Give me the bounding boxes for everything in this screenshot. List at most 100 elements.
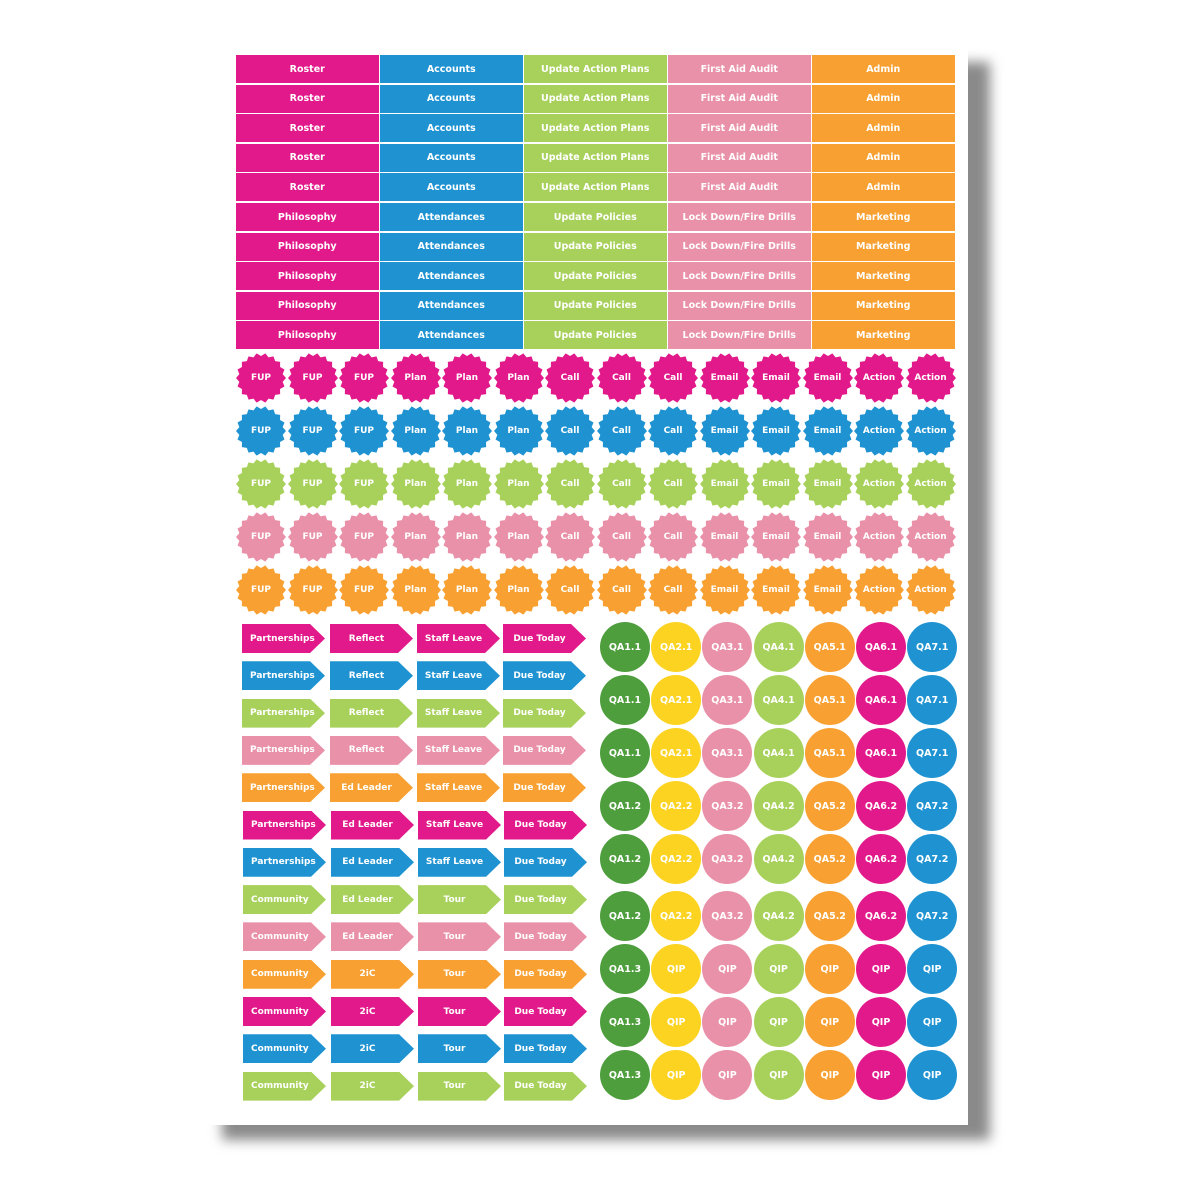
label-sticker: Attendances — [380, 203, 523, 231]
arrow-sticker: Tour — [418, 1071, 501, 1101]
circle-sticker: QA7.2 — [907, 834, 958, 884]
scalloped-badge-sticker: Call — [596, 512, 647, 562]
circle-sticker: QA4.1 — [753, 622, 804, 672]
scallop-shape — [854, 565, 904, 615]
badge-label: Plan — [404, 585, 427, 595]
label-sticker: Philosophy — [236, 321, 379, 350]
scallop-shape — [648, 459, 698, 509]
circle-sticker: QA3.1 — [702, 728, 753, 778]
badge-label: Email — [762, 426, 790, 436]
circle-sticker: QA1.2 — [600, 834, 650, 884]
badge-label: FUP — [302, 585, 323, 595]
label-sticker: Attendances — [380, 262, 523, 291]
circle-sticker: QA2.2 — [651, 834, 702, 884]
label-sticker: Attendances — [380, 232, 523, 261]
scalloped-badge-sticker: Action — [905, 353, 956, 403]
scallop-shape — [287, 565, 338, 615]
label-sticker: Lock Down/Fire Drills — [668, 203, 811, 231]
arrow-sticker: Tour — [418, 997, 501, 1026]
label-sticker: Accounts — [380, 84, 523, 113]
circle-sticker: QIP — [856, 1050, 906, 1100]
circle-sticker: QIP — [856, 944, 906, 994]
circle-sticker: QA1.3 — [600, 1050, 650, 1100]
scallop-shape — [802, 565, 853, 615]
scalloped-badge-sticker: FUP — [236, 353, 286, 403]
scallop-shape — [596, 459, 647, 509]
badge-label: FUP — [353, 585, 375, 595]
badge-label: FUP — [353, 479, 375, 489]
arrow-sticker: Due Today — [503, 773, 586, 803]
badge-label: Call — [560, 479, 580, 489]
scallop-shape — [699, 353, 750, 403]
badge-label: Call — [612, 532, 631, 542]
scalloped-badge-sticker: Action — [854, 406, 904, 456]
scallop-shape — [751, 353, 801, 403]
arrow-sticker: Partnerships — [242, 661, 325, 691]
badge-label: Email — [710, 585, 739, 595]
scallop-shape — [236, 512, 286, 562]
circle-sticker: QA2.1 — [651, 675, 702, 725]
circle-sticker: QA6.2 — [856, 891, 906, 941]
scalloped-badge-sticker: FUP — [339, 353, 389, 403]
circle-sticker: QA5.2 — [804, 834, 855, 884]
circle-sticker: QA2.2 — [651, 781, 702, 831]
arrow-sticker: Community — [243, 922, 326, 952]
scallop-shape — [751, 406, 801, 456]
scallop-shape — [339, 406, 389, 456]
label-sticker: Update Action Plans — [524, 114, 667, 143]
badge-label: Plan — [507, 426, 530, 436]
scalloped-badge-sticker: FUP — [287, 512, 338, 562]
arrow-sticker: Staff Leave — [417, 773, 500, 803]
circle-sticker: QA3.2 — [702, 834, 753, 884]
circle-sticker: QIP — [702, 944, 753, 994]
scallop-shape — [493, 459, 544, 509]
scalloped-badge-sticker: Call — [545, 353, 595, 403]
arrow-sticker: Tour — [418, 922, 501, 952]
arrow-sticker: 2iC — [331, 1034, 414, 1064]
scallop-shape — [236, 565, 286, 615]
scalloped-badge-sticker: Call — [596, 406, 647, 456]
badge-label: Email — [710, 373, 739, 383]
circle-sticker: QA5.1 — [804, 675, 855, 725]
badge-label: Plan — [507, 479, 530, 489]
scalloped-badge-sticker: Plan — [493, 406, 544, 456]
badge-label: Email — [710, 426, 739, 436]
scallop-shape — [545, 406, 595, 456]
badge-label: Action — [914, 585, 947, 595]
scalloped-badge-sticker: Email — [751, 459, 801, 509]
scalloped-badge-sticker: Email — [751, 353, 801, 403]
label-sticker: Accounts — [380, 114, 523, 143]
badge-label: FUP — [353, 426, 375, 436]
arrow-sticker: Partnerships — [243, 847, 326, 877]
scallop-shape — [545, 565, 595, 615]
scallop-shape — [905, 406, 956, 456]
scallop-shape — [236, 406, 286, 456]
scalloped-badge-sticker: Action — [905, 565, 956, 615]
arrow-sticker: Due Today — [504, 922, 587, 952]
scallop-shape — [390, 565, 441, 615]
scallop-shape — [648, 406, 698, 456]
scallop-shape — [854, 353, 904, 403]
label-sticker: Update Action Plans — [524, 143, 667, 172]
scalloped-badge-sticker: Email — [699, 565, 750, 615]
badge-label: Call — [663, 585, 683, 595]
arrow-sticker: Partnerships — [242, 773, 325, 803]
badge-label: Plan — [455, 479, 479, 489]
arrow-sticker: Tour — [418, 1034, 501, 1064]
label-sticker: Accounts — [380, 143, 523, 172]
scalloped-badge-sticker: Call — [596, 565, 647, 615]
label-sticker: Accounts — [380, 55, 523, 83]
label-sticker: Roster — [236, 143, 379, 172]
badge-label: Plan — [507, 532, 530, 542]
arrow-sticker: Ed Leader — [331, 922, 414, 952]
label-sticker: Admin — [812, 84, 955, 113]
scallop-shape — [596, 406, 647, 456]
scallop-shape — [442, 406, 492, 456]
scalloped-badge-sticker: Call — [648, 406, 698, 456]
label-sticker: Update Policies — [524, 291, 667, 320]
badge-label: Plan — [507, 585, 530, 595]
circle-sticker: QA5.2 — [804, 781, 855, 831]
scalloped-badge-sticker: FUP — [287, 565, 338, 615]
arrow-sticker: Partnerships — [242, 735, 325, 765]
circle-sticker: QA6.1 — [856, 675, 906, 725]
